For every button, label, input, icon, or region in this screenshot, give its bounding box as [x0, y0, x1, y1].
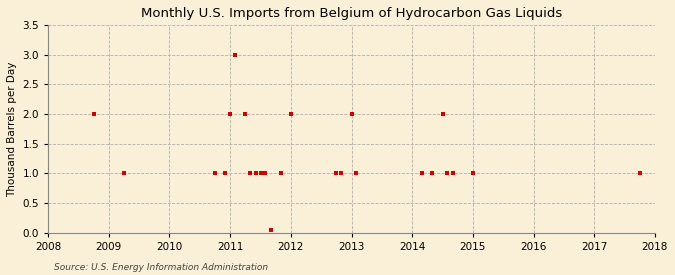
Y-axis label: Thousand Barrels per Day: Thousand Barrels per Day [7, 61, 17, 197]
Text: Source: U.S. Energy Information Administration: Source: U.S. Energy Information Administ… [54, 263, 268, 272]
Title: Monthly U.S. Imports from Belgium of Hydrocarbon Gas Liquids: Monthly U.S. Imports from Belgium of Hyd… [141, 7, 562, 20]
